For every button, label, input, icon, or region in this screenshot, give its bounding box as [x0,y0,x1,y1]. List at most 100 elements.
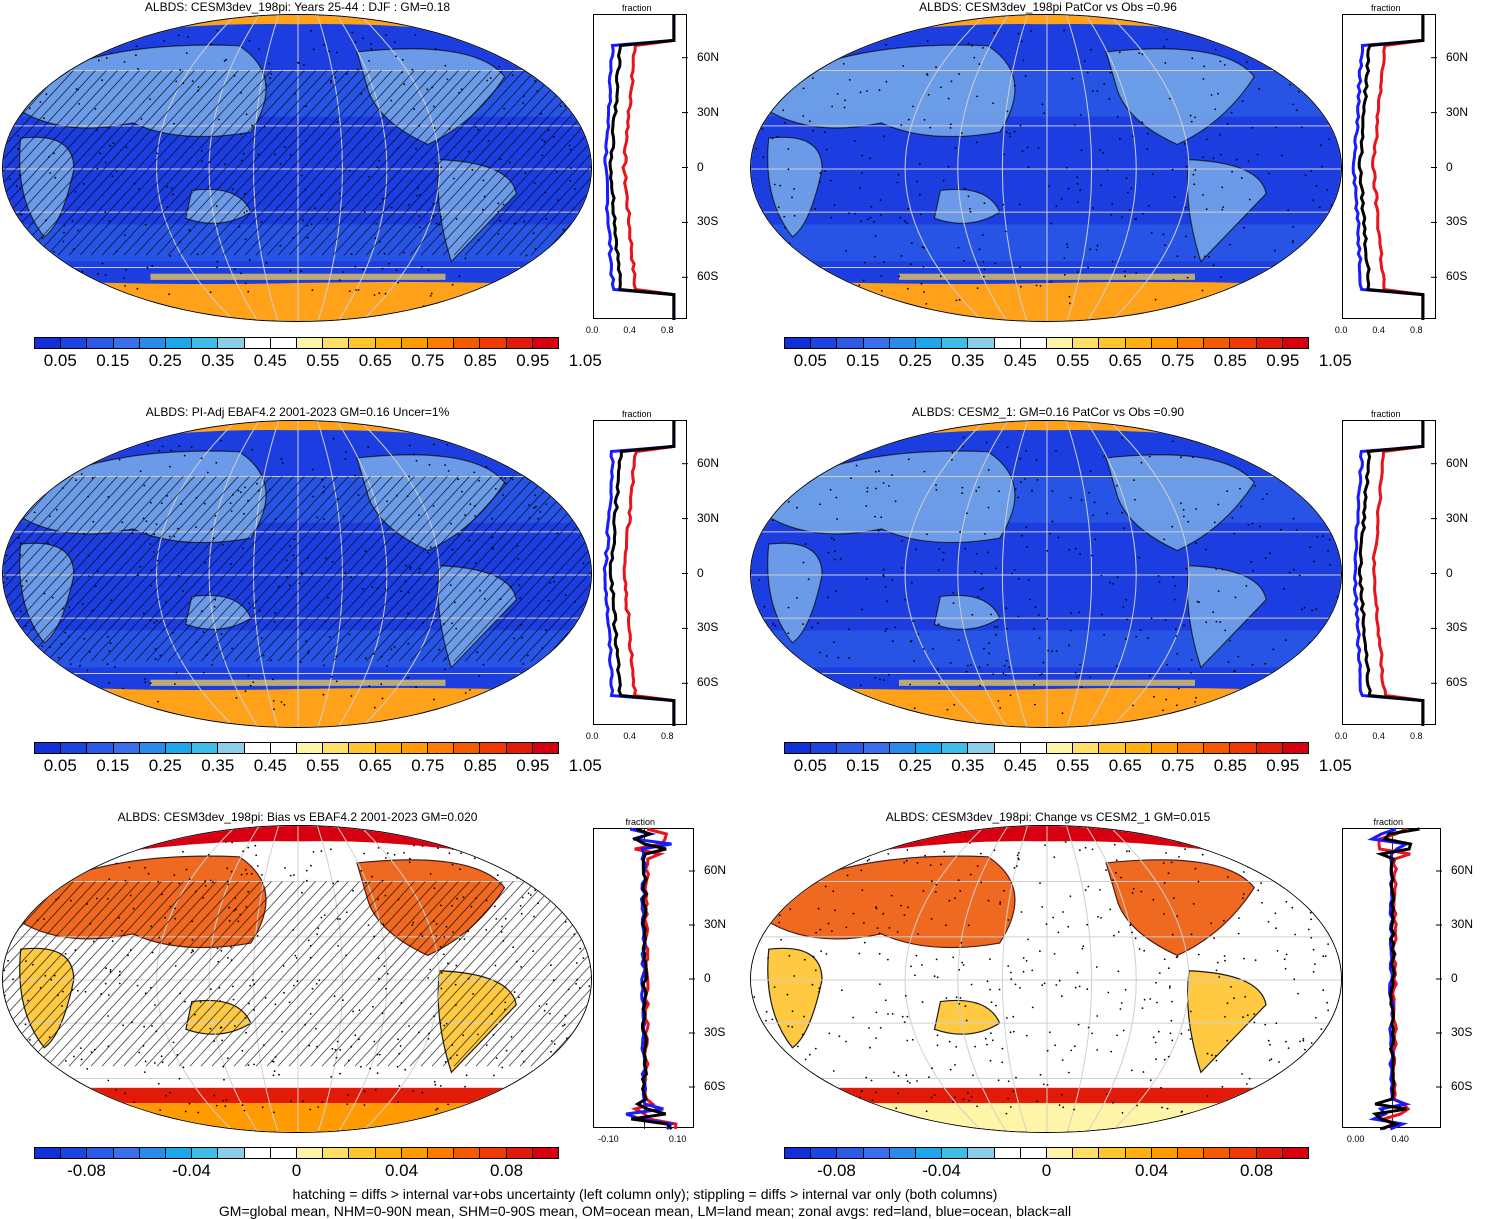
zonal-mean-plot [1342,828,1441,1128]
latitude-tick-label: 30S [1451,1025,1472,1039]
map-robinson [750,420,1342,728]
panel-title: ALBDS: CESM3dev_198pi: Change vs CESM2_1… [748,810,1348,824]
latitude-tick-label: 60S [1451,1079,1472,1093]
colorbar-swatch [533,1148,558,1158]
colorbar-swatch [785,338,811,348]
zonal-mean-plot [593,828,694,1128]
latitude-tick-label: 30N [1446,105,1468,119]
colorbar-tick-label: 1.05 [1313,351,1357,371]
colorbar-swatch [1073,743,1099,753]
latitude-tick-label: 0 [1446,160,1453,174]
latitude-tick-label: 30S [704,1025,725,1039]
colorbar-swatch [140,743,166,753]
colorbar-swatch [1204,338,1230,348]
colorbar-swatch [61,743,87,753]
colorbar-swatch [87,1148,113,1158]
colorbar-swatch [140,1148,166,1158]
colorbar-tick-label: -0.08 [815,1161,859,1181]
panel-title: ALBDS: CESM2_1: GM=0.16 PatCor vs Obs =0… [748,405,1348,419]
zonal-x-tick-label: 0.00 [1347,1134,1365,1144]
colorbar-tick-label: 0.45 [248,756,292,776]
colorbar-tick-label: 0.55 [301,351,345,371]
colorbar-tick-label: 0.45 [998,351,1042,371]
colorbar-swatch [1178,743,1204,753]
colorbar-swatch [114,1148,140,1158]
colorbar-tick-label: 0.05 [38,351,82,371]
zonal-mean-line [1375,829,1419,1129]
latitude-tick-label: 60N [704,863,726,877]
colorbar-swatch [402,338,428,348]
colorbar-swatch [140,338,166,348]
zonal-x-tick-label: 0.4 [1372,731,1385,741]
colorbar-swatch [87,743,113,753]
colorbar-tick-label: 0.65 [1103,756,1147,776]
colorbar-tick-label: 0.04 [1130,1161,1174,1181]
colorbar-swatch [192,338,218,348]
zonal-mean-plot [593,14,687,319]
colorbar-swatch [1204,1148,1230,1158]
latitude-tick-label: 30N [697,511,719,525]
latitude-tick-label: 0 [697,566,704,580]
zonal-mean-line [623,15,674,320]
colorbar-swatch [454,338,480,348]
panel-title: ALBDS: PI-Adj EBAF4.2 2001-2023 GM=0.16 … [0,405,595,419]
colorbar-swatch [271,338,297,348]
colorbar-tick-label: 0.55 [1051,351,1095,371]
colorbar-tick-label: 0.75 [406,756,450,776]
colorbar-swatch [1230,338,1256,348]
colorbar-swatch [166,338,192,348]
latitude-tick-label: 0 [1446,566,1453,580]
colorbar-swatch [1230,743,1256,753]
map-robinson [750,825,1342,1133]
colorbar-tick-label: 0.75 [1156,351,1200,371]
zonal-mean-line [610,421,674,726]
colorbar-swatch [454,1148,480,1158]
colorbar-tick-label: 0.45 [998,756,1042,776]
colorbar-swatch [995,1148,1021,1158]
colorbar-tick-label: 0.55 [1051,756,1095,776]
latitude-tick-label: 60S [1446,269,1467,283]
colorbar-swatch [349,743,375,753]
zonal-mean-line [610,15,674,320]
colorbar-tick-label: 0.85 [1208,756,1252,776]
colorbar-swatch [942,743,968,753]
colorbar-swatch [1152,1148,1178,1158]
colorbar-tick-label: 0.15 [91,756,135,776]
zonal-mean-plot [593,420,687,725]
map-robinson [2,14,592,322]
zonal-axis-title: fraction [622,409,652,419]
zonal-axis-title: fraction [622,3,652,13]
latitude-tick-label: 60S [697,675,718,689]
panel-title: ALBDS: CESM3dev_198pi: Bias vs EBAF4.2 2… [0,810,595,824]
map-robinson [750,14,1342,322]
footer-note-1: hatching = diffs > internal var+obs unce… [0,1186,1290,1202]
colorbar-swatch [1178,1148,1204,1158]
colorbar-swatch [1152,338,1178,348]
latitude-tick-label: 60N [697,456,719,470]
colorbar-swatch [1099,338,1125,348]
colorbar-tick-label: 0.35 [196,756,240,776]
colorbar-swatch [864,743,890,753]
colorbar-swatch [942,338,968,348]
zonal-mean-line [1372,829,1406,1129]
panel-title: ALBDS: CESM3dev_198pi: Years 25-44 : DJF… [0,0,595,14]
colorbar-swatch [218,1148,244,1158]
colorbar-swatch [1178,338,1204,348]
colorbar-tick-label: 0.65 [353,351,397,371]
colorbar-swatch [61,1148,87,1158]
colorbar-swatch [533,743,558,753]
colorbar-swatch [271,743,297,753]
colorbar-tick-label: 0.05 [788,351,832,371]
colorbar-swatch [837,1148,863,1158]
colorbar-swatch [811,743,837,753]
colorbar [784,1147,1309,1159]
colorbar-swatch [1073,1148,1099,1158]
colorbar-tick-label: 0.25 [143,756,187,776]
latitude-tick-label: 0 [697,160,704,174]
colorbar-swatch [837,743,863,753]
colorbar-swatch [166,1148,192,1158]
zonal-x-tick-label: 0.40 [1391,1134,1409,1144]
colorbar-swatch [968,1148,994,1158]
colorbar-swatch [968,338,994,348]
latitude-tick-label: 60S [697,269,718,283]
